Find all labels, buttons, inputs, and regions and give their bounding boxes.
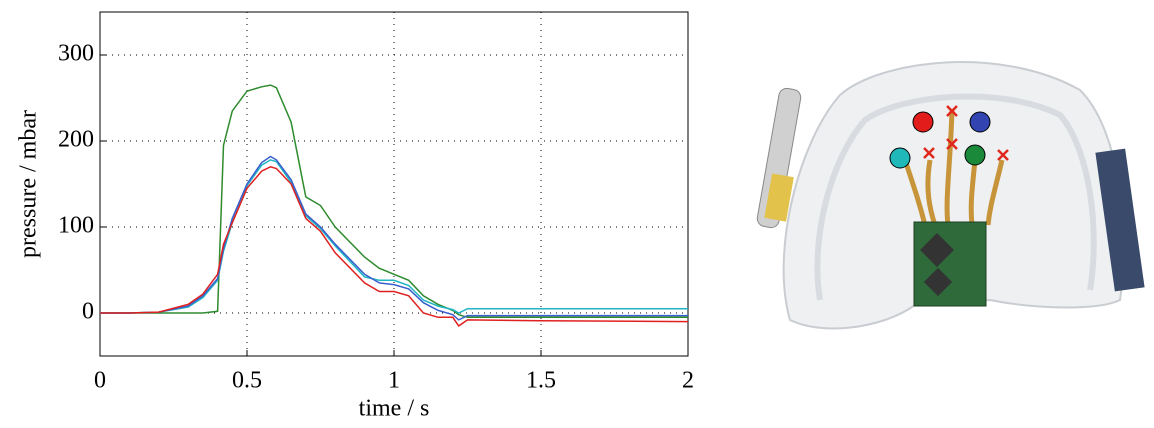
- y-tick-label: 0: [82, 299, 94, 325]
- x-tick-label: 0: [94, 368, 106, 394]
- x-tick-label: 0.5: [232, 368, 262, 394]
- series-line: [100, 155, 688, 321]
- x-tick-label: 2: [682, 368, 694, 394]
- x-axis-label: time / s: [359, 396, 430, 422]
- y-tick-label: 100: [58, 213, 94, 239]
- y-tick-label: 200: [58, 127, 94, 153]
- palate-photo: [756, 61, 1145, 330]
- series-line: [100, 159, 688, 314]
- plot: 0 100 200 300 0 0.5 1 1.5 2: [58, 12, 694, 394]
- y-axis-label: pressure / mbar: [16, 110, 42, 258]
- x-tick-label: 1: [388, 368, 400, 394]
- x-tick-label: 1.5: [526, 368, 556, 394]
- y-tick-label: 300: [58, 41, 94, 67]
- series-line: [100, 165, 689, 327]
